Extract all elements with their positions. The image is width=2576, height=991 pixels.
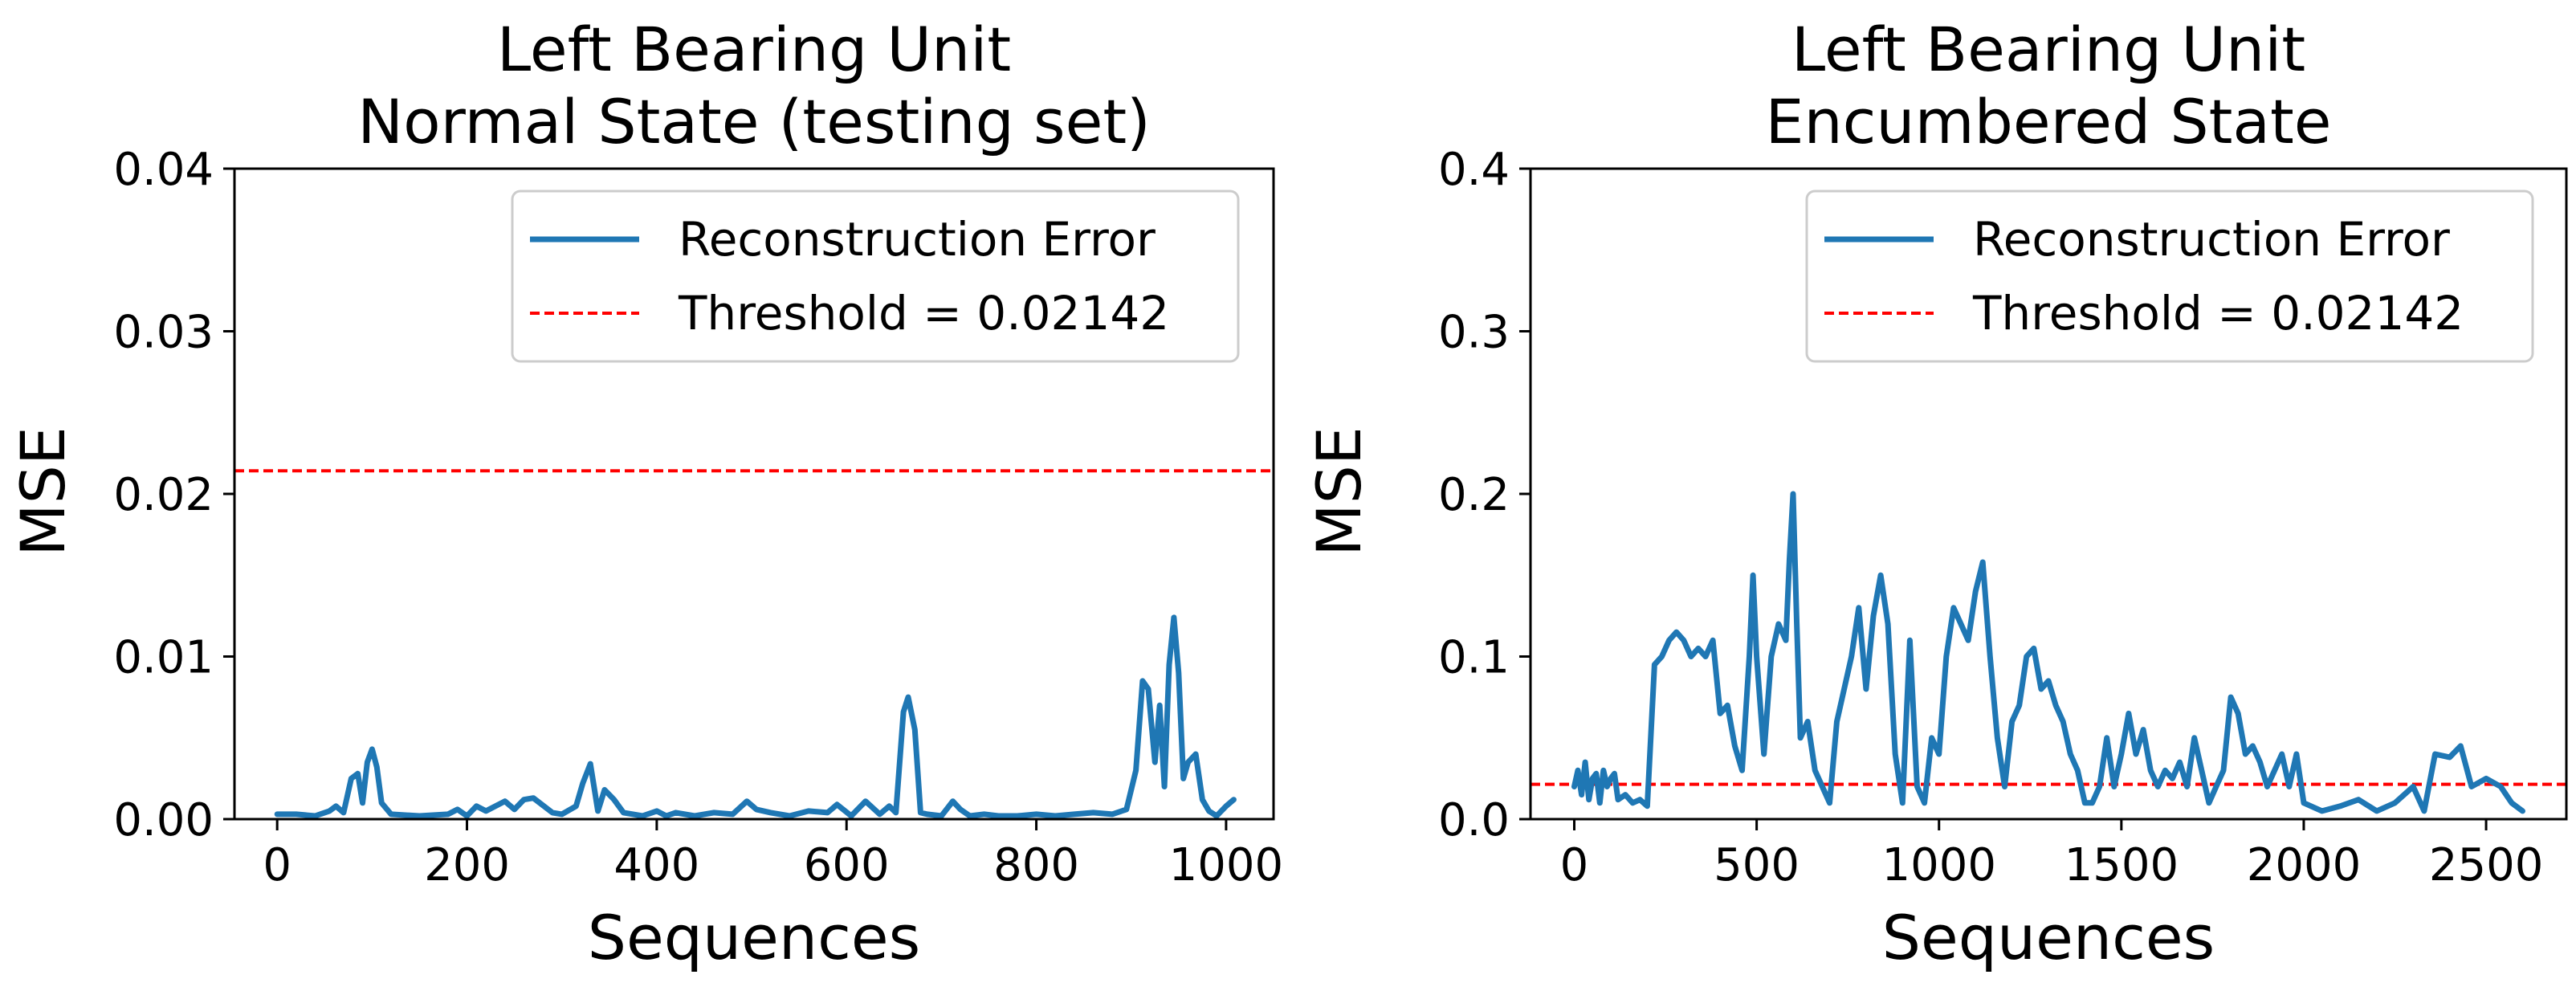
right-y-tick-label: 0.1 xyxy=(1438,632,1510,684)
left-chart-legend: Reconstruction Error Threshold = 0.02142 xyxy=(511,190,1240,363)
right-x-tick-label: 0 xyxy=(1560,839,1589,891)
left-y-tick-label: 0.04 xyxy=(113,144,214,196)
left-reconstruction-error-line xyxy=(274,614,1237,819)
left-chart-plot-area: 0 200 400 600 800 1000 0.00 0.01 0.02 0.03 0.04 xyxy=(113,144,1283,891)
left-legend-frame xyxy=(511,190,1240,363)
right-reconstruction-error-line xyxy=(1571,491,2525,814)
right-chart-plot-area: 0 500 1000 1500 2000 2500 0.0 0.1 0.2 0.3 0.4 xyxy=(1438,144,2568,891)
left-y-tick-label: 0.00 xyxy=(113,794,214,846)
left-x-tick-label: 800 xyxy=(993,839,1079,891)
right-chart-legend: Reconstruction Error Threshold = 0.02142 xyxy=(1805,190,2534,363)
right-legend-frame xyxy=(1805,190,2534,363)
right-chart-ylabel: MSE xyxy=(1303,426,1375,557)
right-x-tick-label: 1500 xyxy=(2064,839,2179,891)
right-chart-xlabel: Sequences xyxy=(1882,902,2215,973)
right-x-tick-label: 500 xyxy=(1714,839,1800,891)
left-chart: Left Bearing Unit Normal State (testing … xyxy=(7,14,1283,973)
left-legend-label-reconstruction: Reconstruction Error xyxy=(679,212,1156,267)
right-y-tick-label: 0.0 xyxy=(1438,794,1510,846)
left-x-tick-label: 400 xyxy=(613,839,699,891)
left-x-tick-label: 200 xyxy=(424,839,510,891)
right-legend-label-reconstruction: Reconstruction Error xyxy=(1973,212,2450,267)
right-y-tick-label: 0.4 xyxy=(1438,144,1510,196)
right-chart-title-line1: Left Bearing Unit xyxy=(1791,14,2305,85)
right-x-tick-label: 2500 xyxy=(2429,839,2544,891)
left-chart-title-line1: Left Bearing Unit xyxy=(497,14,1011,85)
left-y-tick-label: 0.01 xyxy=(113,632,214,684)
right-x-tick-label: 1000 xyxy=(1881,839,1996,891)
left-chart-title-line2: Normal State (testing set) xyxy=(357,86,1151,157)
left-x-tick-label: 600 xyxy=(804,839,890,891)
right-y-tick-label: 0.2 xyxy=(1438,469,1510,521)
right-legend-label-threshold: Threshold = 0.02142 xyxy=(1972,286,2464,341)
left-x-tick-label: 0 xyxy=(263,839,291,891)
right-chart: Left Bearing Unit Encumbered State 0 500 1… xyxy=(1303,14,2568,973)
right-chart-title-line2: Encumbered State xyxy=(1765,86,2331,157)
right-x-tick-label: 2000 xyxy=(2247,839,2362,891)
left-y-tick-label: 0.03 xyxy=(113,307,214,359)
left-chart-ylabel: MSE xyxy=(7,426,79,557)
left-legend-label-threshold: Threshold = 0.02142 xyxy=(678,286,1169,341)
left-x-tick-label: 1000 xyxy=(1169,839,1284,891)
right-y-tick-label: 0.3 xyxy=(1438,307,1510,359)
left-chart-xlabel: Sequences xyxy=(588,902,920,973)
left-y-tick-label: 0.02 xyxy=(113,469,214,521)
